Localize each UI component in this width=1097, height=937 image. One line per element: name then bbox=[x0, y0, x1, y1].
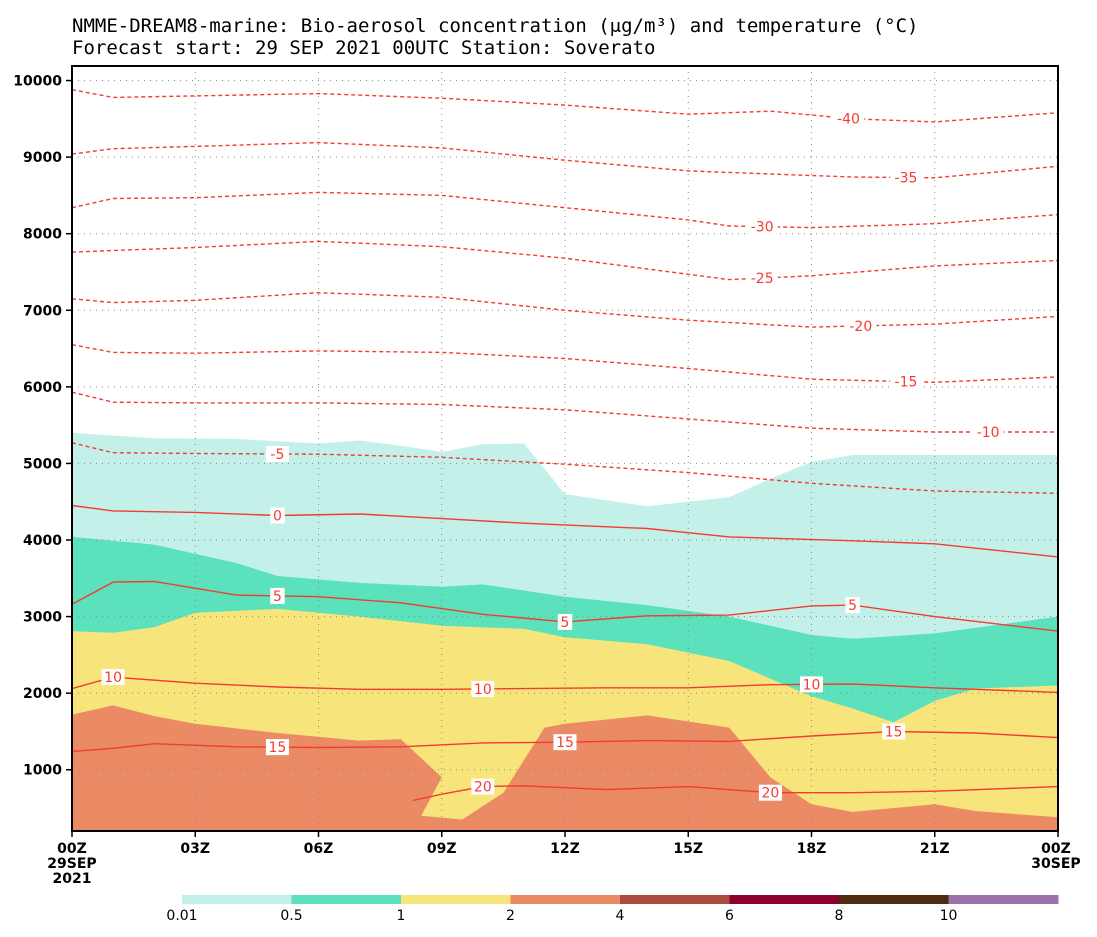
isotherm--25 bbox=[71, 240, 1059, 281]
colorbar-swatch bbox=[291, 895, 402, 904]
isotherm-label-box bbox=[845, 317, 877, 334]
isotherm-label-box bbox=[972, 424, 1004, 441]
colorbar-label: 4 bbox=[616, 908, 625, 924]
y-tick-label: 10000 bbox=[13, 74, 62, 90]
x-tick-date: 30SEP bbox=[1031, 856, 1080, 872]
isotherm-20 bbox=[412, 785, 1059, 802]
y-tick-label: 4000 bbox=[23, 533, 62, 549]
colorbar-swatch bbox=[182, 895, 292, 904]
x-tick-label: 15Z bbox=[673, 841, 703, 857]
y-tick-label: 2000 bbox=[23, 686, 62, 702]
colorbar-swatch bbox=[401, 895, 511, 904]
isotherm-label-box bbox=[746, 218, 778, 235]
y-tick-label: 5000 bbox=[23, 456, 62, 472]
y-axis: 1000 2000 3000 4000 5000 6000 7000 8000 9000 1000… bbox=[13, 74, 72, 779]
y-tick-label: 6000 bbox=[23, 380, 62, 396]
isotherm-label: -40 bbox=[837, 111, 860, 127]
colorbar-label: 1 bbox=[397, 908, 406, 924]
colorbar-label: 0.5 bbox=[280, 908, 302, 924]
isotherm-label-box bbox=[800, 676, 823, 693]
isotherm-label: 10 bbox=[104, 670, 122, 686]
isotherm-label: -10 bbox=[977, 425, 1000, 441]
isotherm-label-box bbox=[890, 373, 922, 390]
colorbar-swatch bbox=[729, 895, 840, 904]
chart-subtitle: Forecast start: 29 SEP 2021 00UTC Statio… bbox=[72, 37, 655, 59]
colorbar-label: 8 bbox=[835, 908, 844, 924]
isotherm-label-box bbox=[101, 669, 125, 686]
isotherm-label-box bbox=[557, 613, 573, 630]
x-tick-date: 29SEP bbox=[47, 856, 96, 872]
colorbar-label: 0.01 bbox=[166, 908, 197, 924]
y-tick-label: 9000 bbox=[23, 150, 62, 166]
isotherm-label-box bbox=[265, 739, 289, 756]
x-tick-label: 18Z bbox=[797, 841, 827, 857]
colorbar-swatch bbox=[620, 895, 730, 904]
isotherm-label-box bbox=[471, 778, 495, 795]
isotherm-15 bbox=[71, 730, 1059, 753]
isotherm-label: 15 bbox=[556, 735, 574, 751]
colorbar-swatch bbox=[948, 895, 1059, 904]
x-tick-label: 12Z bbox=[550, 841, 580, 857]
isotherm-label-box bbox=[845, 597, 860, 614]
colorbar-label: 6 bbox=[725, 908, 734, 924]
concentration-fills bbox=[72, 432, 1058, 831]
isotherm-label-box bbox=[890, 169, 922, 186]
isotherm-label: -5 bbox=[270, 447, 284, 463]
isotherm-0 bbox=[71, 504, 1059, 558]
isotherm-label-box bbox=[553, 734, 577, 751]
isotherm-label: 5 bbox=[561, 615, 570, 631]
isotherm-label-box bbox=[832, 110, 865, 127]
plot-area: -40 -35 -30 -25 -20 -15 -10 -5 0 5 5 5 10 10 10 15 15 15 2… bbox=[71, 65, 1059, 832]
colorbar-swatch bbox=[839, 895, 949, 904]
isotherm-label-box bbox=[265, 445, 289, 462]
isotherm-label-box bbox=[746, 270, 778, 287]
isotherm-label-box bbox=[270, 507, 285, 524]
x-tick-label: 00Z bbox=[57, 841, 87, 857]
isotherm-label: -20 bbox=[849, 319, 872, 335]
x-tick-year: 2021 bbox=[53, 871, 92, 887]
x-tick-label: 00Z bbox=[1041, 841, 1071, 857]
x-tick-label: 21Z bbox=[920, 841, 950, 857]
isotherm-label: 0 bbox=[273, 509, 282, 525]
isotherm-label-box bbox=[270, 587, 285, 604]
isotherm-label-box bbox=[882, 723, 906, 740]
isotherm-label: -15 bbox=[895, 375, 918, 391]
isotherm-label-box bbox=[471, 680, 495, 697]
isotherm-label: -35 bbox=[895, 171, 918, 187]
isotherm-label: 15 bbox=[885, 724, 903, 740]
colorbar-label: 10 bbox=[940, 908, 958, 924]
y-tick-label: 8000 bbox=[23, 227, 62, 243]
isotherm-labels: -40 -35 -30 -25 -20 -15 -10 -5 0 5 5 5 10 10 10 15 15 15 2… bbox=[101, 110, 1004, 802]
isotherm-label-box bbox=[758, 784, 782, 801]
chart-title: NMME-DREAM8-marine: Bio-aerosol concentr… bbox=[72, 15, 918, 37]
isotherm-label: 20 bbox=[474, 780, 492, 796]
isotherm-label: 20 bbox=[762, 786, 780, 802]
isotherm-label: 15 bbox=[269, 740, 287, 756]
colorbar-label: 2 bbox=[506, 908, 515, 924]
isotherm-label: 5 bbox=[273, 589, 282, 605]
isotherm-label: 10 bbox=[474, 682, 492, 698]
isotherm-label: 10 bbox=[803, 677, 821, 693]
x-tick-label: 06Z bbox=[304, 841, 334, 857]
y-tick-label: 7000 bbox=[23, 303, 62, 319]
isotherm-10 bbox=[71, 676, 1059, 694]
x-tick-label: 03Z bbox=[180, 841, 210, 857]
y-tick-label: 3000 bbox=[23, 610, 62, 626]
isotherm-label: -25 bbox=[751, 271, 774, 287]
isotherm-label: -30 bbox=[751, 220, 774, 236]
y-tick-label: 1000 bbox=[23, 763, 62, 779]
isotherm-label: 5 bbox=[848, 598, 857, 614]
colorbar: 0.01 0.5 1 2 4 6 8 10 bbox=[166, 895, 1059, 924]
x-tick-label: 09Z bbox=[427, 841, 457, 857]
colorbar-swatch bbox=[510, 895, 621, 904]
